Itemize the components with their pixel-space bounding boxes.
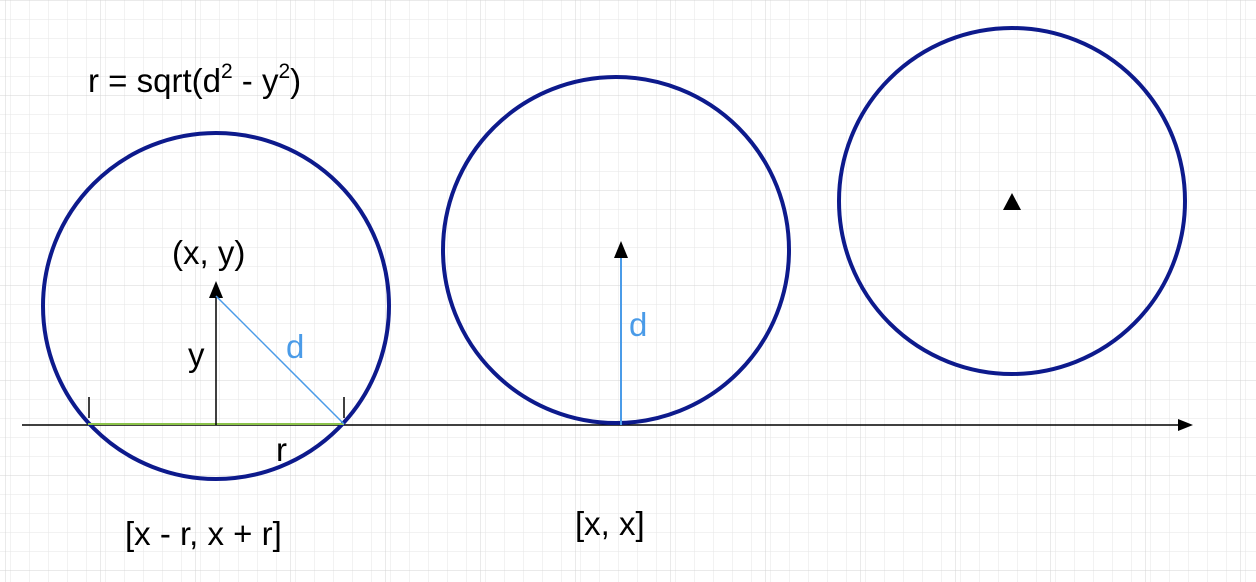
arrowhead-icon <box>209 281 223 298</box>
arrowhead-icon <box>1178 419 1193 431</box>
r-label: r <box>276 431 287 468</box>
formula: r = sqrt(d2 - y2) <box>88 60 301 99</box>
y-label: y <box>188 336 205 373</box>
interval-label-middle: [x, x] <box>575 505 645 542</box>
left-circle <box>41 131 391 481</box>
right-circle <box>837 26 1187 376</box>
point-label: (x, y) <box>172 234 245 271</box>
interval-label-left: [x - r, x + r] <box>125 515 282 552</box>
d-label-left: d <box>286 328 304 365</box>
triangle-marker-icon <box>1003 193 1021 210</box>
arrowhead-icon <box>614 241 628 258</box>
d-line <box>215 295 345 425</box>
middle-circle <box>441 75 791 425</box>
d-label-middle: d <box>629 306 647 343</box>
